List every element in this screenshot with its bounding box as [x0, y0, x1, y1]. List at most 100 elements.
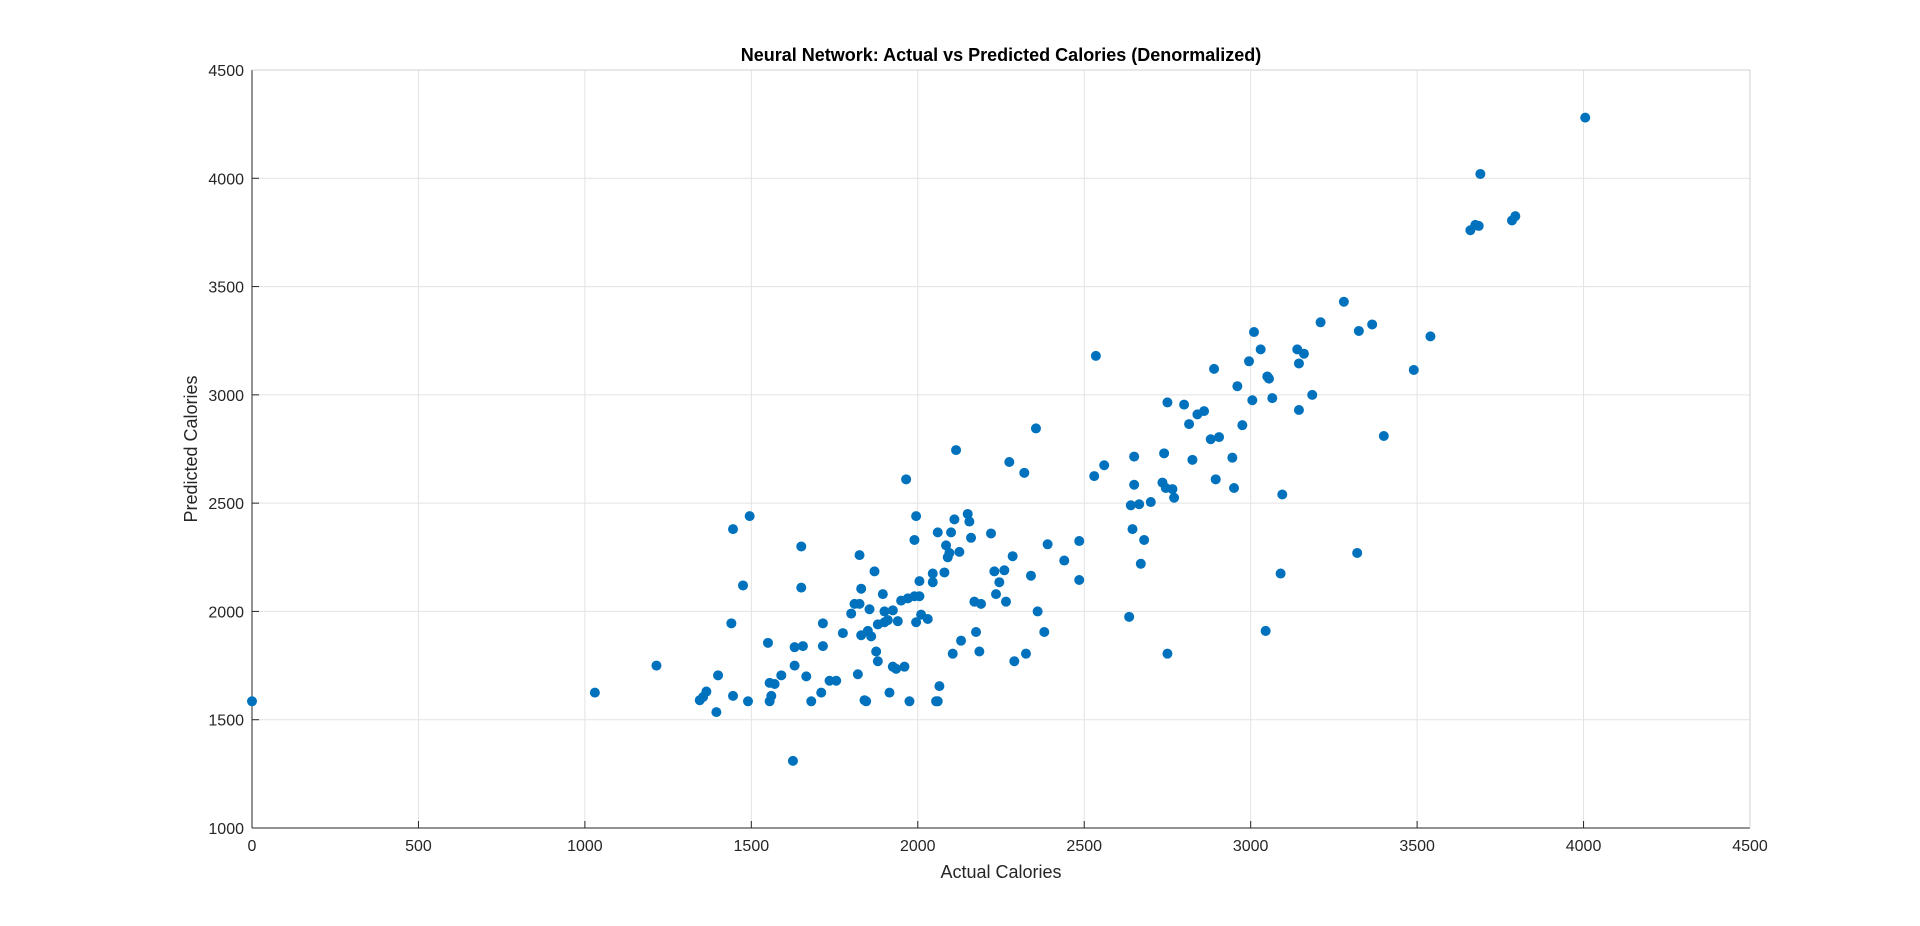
- data-point: [892, 616, 903, 627]
- data-point: [831, 675, 842, 686]
- data-point: [986, 528, 997, 539]
- data-point: [817, 641, 828, 652]
- y-tick-label: 3000: [208, 388, 244, 405]
- data-point: [1042, 539, 1053, 550]
- data-point: [1277, 489, 1288, 500]
- data-point: [1125, 500, 1136, 511]
- data-point: [1162, 397, 1173, 408]
- data-point: [1408, 364, 1419, 375]
- x-tick-label: 3000: [1233, 838, 1269, 855]
- data-point: [846, 608, 857, 619]
- data-point: [1169, 492, 1180, 503]
- data-point: [871, 646, 882, 657]
- data-point: [1247, 395, 1258, 406]
- data-point: [861, 696, 872, 707]
- data-point: [1167, 484, 1178, 495]
- data-point: [1129, 479, 1140, 490]
- data-point: [1338, 296, 1349, 307]
- data-point: [994, 577, 1005, 588]
- data-point: [1127, 524, 1138, 535]
- data-point: [949, 514, 960, 525]
- data-point: [1298, 348, 1309, 359]
- data-point: [947, 648, 958, 659]
- data-point: [1293, 405, 1304, 416]
- y-tick-label: 1000: [208, 821, 244, 838]
- data-point: [1000, 596, 1011, 607]
- data-point: [1248, 327, 1259, 338]
- x-tick-label: 0: [248, 838, 257, 855]
- data-point: [927, 568, 938, 579]
- y-tick-label: 1500: [208, 713, 244, 730]
- data-point: [1367, 319, 1378, 330]
- data-point: [901, 474, 912, 485]
- data-point: [1315, 317, 1326, 328]
- data-point: [1007, 551, 1018, 562]
- data-point: [787, 755, 798, 766]
- data-point: [911, 511, 922, 522]
- data-point: [797, 641, 808, 652]
- data-point: [1184, 419, 1195, 430]
- y-tick-label: 4000: [208, 171, 244, 188]
- data-point: [1074, 575, 1085, 586]
- data-point: [971, 627, 982, 638]
- data-point: [954, 546, 965, 557]
- data-point: [1425, 331, 1436, 342]
- x-tick-label: 4500: [1732, 838, 1768, 855]
- data-point: [247, 696, 257, 707]
- data-point: [999, 565, 1010, 576]
- data-point: [1378, 431, 1389, 442]
- data-point: [1145, 497, 1156, 508]
- data-point: [877, 589, 888, 600]
- data-point: [1187, 454, 1198, 465]
- data-point: [1019, 467, 1030, 478]
- data-point: [1129, 451, 1140, 462]
- data-point: [956, 635, 967, 646]
- data-point: [951, 445, 962, 456]
- data-point: [991, 589, 1002, 600]
- data-point: [944, 547, 955, 558]
- data-point: [854, 550, 865, 561]
- data-point: [1134, 499, 1145, 510]
- data-point: [776, 670, 787, 681]
- data-point: [701, 686, 712, 697]
- data-point: [1099, 460, 1110, 471]
- data-point: [1159, 448, 1170, 459]
- data-point: [869, 566, 880, 577]
- data-point: [728, 524, 739, 535]
- data-point: [1030, 423, 1041, 434]
- data-point: [879, 606, 890, 617]
- data-point: [762, 637, 773, 648]
- data-point: [1214, 432, 1225, 443]
- data-point: [1090, 350, 1101, 361]
- data-point: [934, 681, 945, 692]
- data-point: [837, 628, 848, 639]
- data-point: [1580, 112, 1591, 123]
- y-tick-labels: 1000 1500 2000 2500 3000 3500 4000 4500: [208, 63, 244, 838]
- y-tick-label: 4500: [208, 63, 244, 80]
- data-point: [1227, 452, 1238, 463]
- data-point: [946, 527, 957, 538]
- data-point: [1229, 482, 1240, 493]
- x-tick-label: 4000: [1566, 838, 1602, 855]
- data-point: [1210, 474, 1221, 485]
- data-point: [966, 532, 977, 543]
- data-point: [789, 642, 800, 653]
- data-point: [939, 567, 950, 578]
- data-point: [854, 598, 865, 609]
- data-point: [1510, 211, 1521, 222]
- data-point: [769, 678, 780, 689]
- data-point: [976, 598, 987, 609]
- data-point: [1020, 648, 1031, 659]
- data-point: [1263, 373, 1274, 384]
- data-point: [1059, 555, 1070, 566]
- data-point: [1032, 606, 1043, 617]
- data-point: [866, 631, 877, 642]
- data-point: [713, 670, 724, 681]
- data-point: [1352, 547, 1363, 558]
- data-point: [891, 663, 902, 674]
- y-axis-label: Predicted Calories: [181, 375, 201, 522]
- data-point: [1139, 534, 1150, 545]
- data-point: [743, 696, 754, 707]
- data-point: [899, 661, 910, 672]
